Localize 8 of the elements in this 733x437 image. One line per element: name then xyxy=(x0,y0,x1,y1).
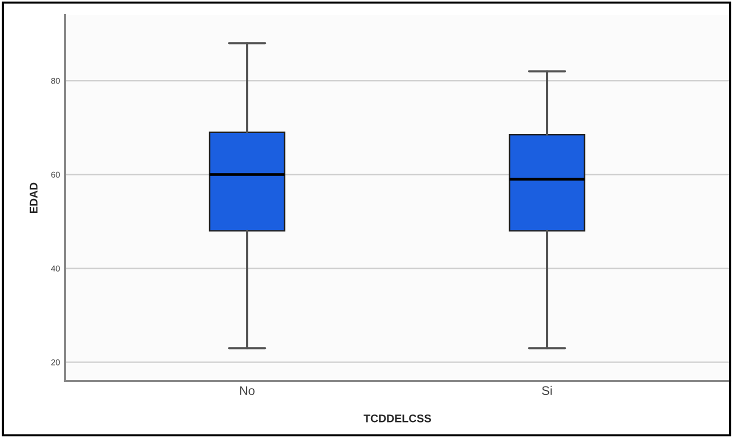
x-axis-title: TCDDELCSS xyxy=(364,414,432,422)
y-tick-label: 20 xyxy=(51,359,60,366)
y-tick-label: 80 xyxy=(51,78,60,84)
x-tick-label: Si xyxy=(542,386,552,396)
y-axis-title: EDAD xyxy=(30,182,38,213)
y-tick-label: 60 xyxy=(51,172,60,178)
y-tick-label: 40 xyxy=(51,266,60,272)
x-tick-label: No xyxy=(240,386,255,396)
